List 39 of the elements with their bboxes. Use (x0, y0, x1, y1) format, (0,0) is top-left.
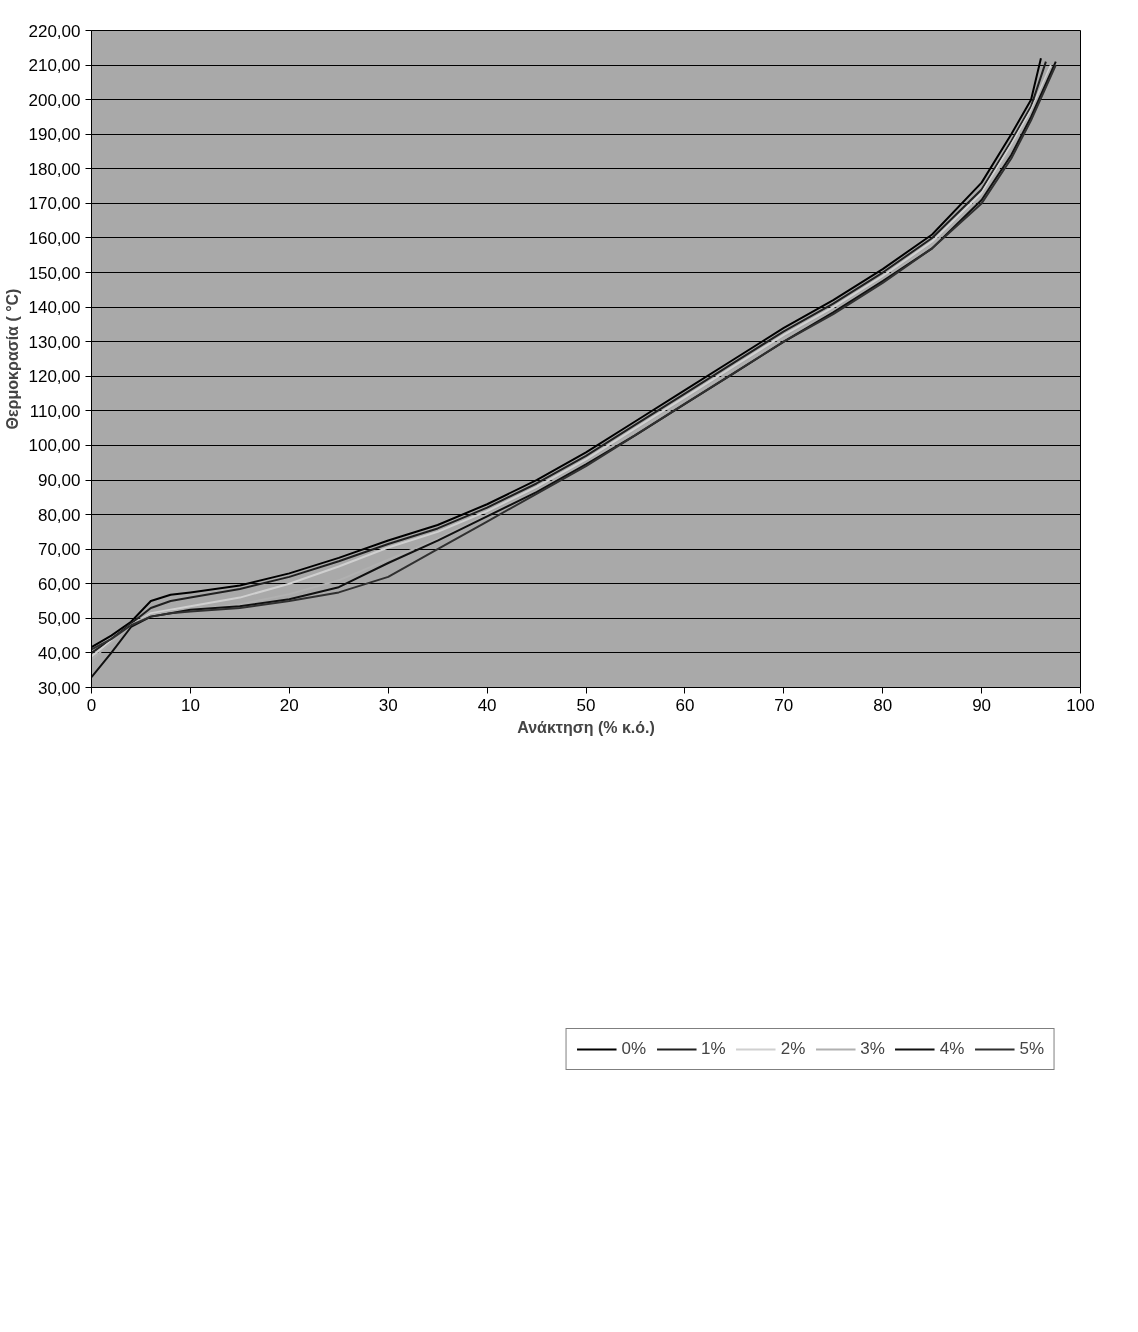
x-tick-label: 40 (477, 695, 497, 715)
y-tick-label: 40,00 (37, 643, 81, 663)
y-tick-label: 100,00 (28, 436, 81, 456)
y-tick-label: 150,00 (28, 263, 81, 283)
legend-label: 0% (621, 1039, 647, 1059)
x-tick-label: 20 (279, 695, 299, 715)
y-tick-label: 140,00 (28, 298, 81, 318)
x-axis-title: Ανάκτηση (% κ.ό.) (517, 718, 655, 736)
y-tick-label: 160,00 (28, 228, 81, 248)
x-tick-label: 70 (774, 695, 794, 715)
x-tick-label: 100 (1066, 695, 1095, 715)
y-tick-label: 200,00 (28, 90, 81, 110)
y-tick-label: 30,00 (37, 678, 81, 698)
y-tick-label: 190,00 (28, 125, 81, 145)
y-tick-label: 210,00 (28, 56, 81, 76)
legend-label: 5% (1019, 1039, 1044, 1059)
x-tick-label: 10 (180, 695, 200, 715)
y-axis-title: Θερμοκρασία ( °C) (3, 288, 21, 430)
y-tick-label: 130,00 (28, 332, 81, 352)
y-tick-label: 180,00 (28, 159, 81, 179)
x-tick-label: 50 (576, 695, 596, 715)
x-tick-label: 60 (675, 695, 695, 715)
y-tick-label: 170,00 (28, 194, 81, 214)
legend-label: 2% (780, 1039, 806, 1059)
y-tick-label: 90,00 (37, 471, 81, 491)
x-tick-label: 0 (86, 695, 97, 715)
y-tick-label: 220,00 (28, 21, 81, 41)
y-tick-label: 80,00 (37, 505, 81, 525)
x-tick-label: 90 (972, 695, 992, 715)
y-tick-label: 110,00 (29, 401, 81, 421)
legend-label: 3% (860, 1039, 885, 1059)
legend-label: 1% (701, 1039, 726, 1059)
x-tick-label: 80 (873, 695, 893, 715)
y-tick-label: 120,00 (28, 367, 81, 387)
y-tick-label: 50,00 (37, 609, 81, 629)
y-tick-label: 70,00 (37, 540, 81, 560)
legend-label: 4% (939, 1039, 965, 1059)
y-tick-label: 60,00 (37, 574, 81, 594)
x-tick-label: 30 (378, 695, 398, 715)
